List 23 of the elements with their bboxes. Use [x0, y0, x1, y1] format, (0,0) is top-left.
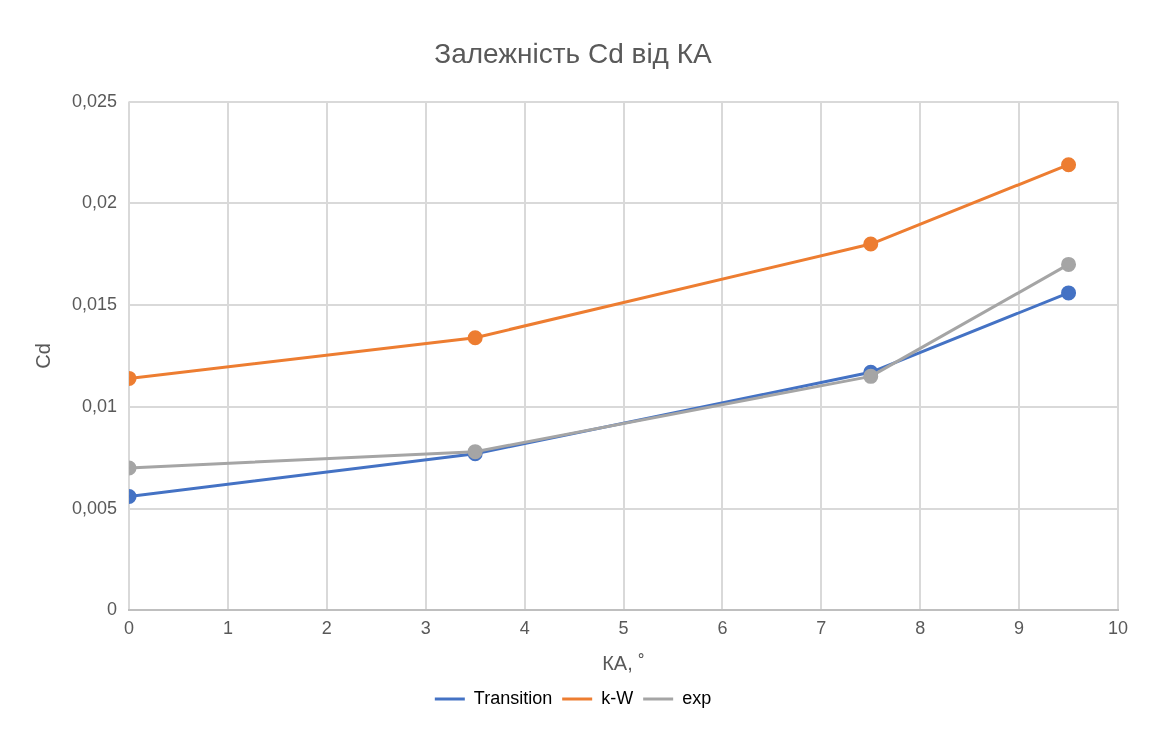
x-tick-label: 3: [420, 618, 431, 639]
y-tick-label: 0,02: [82, 192, 118, 213]
legend-label: Transition: [473, 687, 553, 708]
y-tick-label: 0: [107, 599, 118, 620]
x-tick-label: 4: [519, 618, 530, 639]
x-tick-label: 0: [124, 618, 135, 639]
x-tick-label: 1: [222, 618, 233, 639]
y-tick-label: 0,01: [82, 395, 118, 416]
x-tick-label: 7: [816, 618, 827, 639]
x-axis-title: КА, ˚: [602, 651, 645, 674]
legend-label: k-W: [601, 687, 634, 708]
x-tick-label: 10: [1107, 618, 1129, 639]
x-tick-label: 8: [915, 618, 926, 639]
x-tick-label: 5: [618, 618, 629, 639]
y-tick-label: 0,015: [72, 294, 118, 315]
y-tick-label: 0,025: [72, 90, 118, 111]
x-tick-label: 6: [717, 618, 728, 639]
x-tick-label: 9: [1014, 618, 1025, 639]
y-tick-label: 0,005: [72, 497, 118, 518]
y-axis-title: Cd: [31, 343, 54, 369]
chart-title: Залежність Cd від КА: [434, 37, 713, 69]
x-tick-label: 2: [321, 618, 332, 639]
legend-label: exp: [682, 687, 712, 708]
